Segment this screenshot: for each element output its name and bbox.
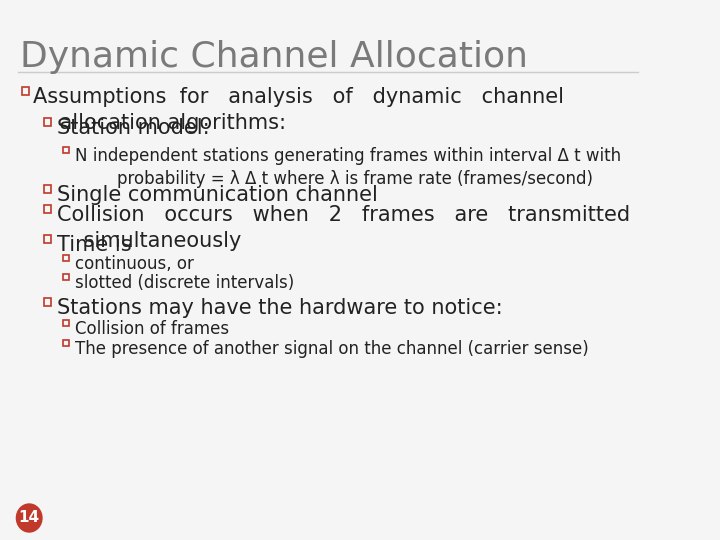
Text: Station model:: Station model: bbox=[57, 118, 210, 138]
Bar bbox=[63, 255, 68, 261]
Text: Assumptions  for   analysis   of   dynamic   channel
    allocation algorithms:: Assumptions for analysis of dynamic chan… bbox=[33, 87, 564, 133]
Bar bbox=[44, 185, 51, 193]
Text: The presence of another signal on the channel (carrier sense): The presence of another signal on the ch… bbox=[75, 340, 588, 358]
Text: Collision   occurs   when   2   frames   are   transmitted
    simultaneously: Collision occurs when 2 frames are trans… bbox=[57, 205, 630, 251]
Text: Stations may have the hardware to notice:: Stations may have the hardware to notice… bbox=[57, 298, 502, 318]
FancyBboxPatch shape bbox=[0, 0, 660, 540]
Bar bbox=[63, 274, 68, 280]
Text: Collision of frames: Collision of frames bbox=[75, 320, 229, 338]
Text: N independent stations generating frames within interval Δ t with
        probab: N independent stations generating frames… bbox=[75, 147, 621, 188]
Bar bbox=[63, 147, 68, 153]
Text: 14: 14 bbox=[19, 510, 40, 525]
Text: continuous, or: continuous, or bbox=[75, 255, 194, 273]
Bar bbox=[44, 205, 51, 213]
Circle shape bbox=[17, 504, 42, 532]
Text: slotted (discrete intervals): slotted (discrete intervals) bbox=[75, 274, 294, 292]
Bar bbox=[44, 234, 51, 243]
Text: Time is: Time is bbox=[57, 235, 131, 255]
Bar bbox=[22, 86, 30, 95]
Bar bbox=[44, 298, 51, 306]
Text: Single communication channel: Single communication channel bbox=[57, 185, 377, 205]
Bar bbox=[63, 320, 68, 326]
Bar bbox=[44, 118, 51, 126]
Text: Dynamic Channel Allocation: Dynamic Channel Allocation bbox=[20, 40, 528, 74]
Bar bbox=[63, 340, 68, 346]
